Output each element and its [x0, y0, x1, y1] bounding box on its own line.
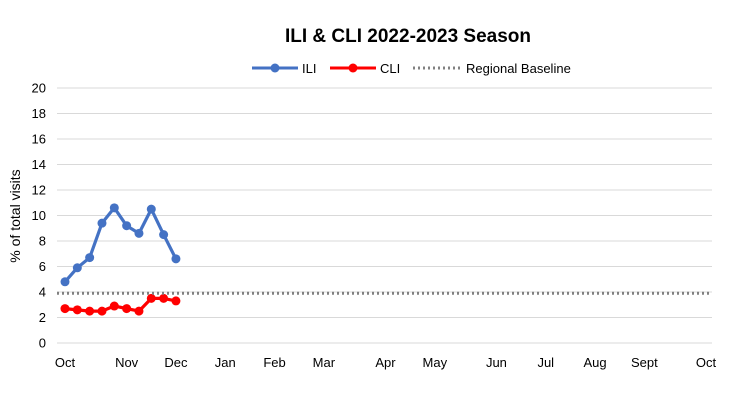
data-point-cli — [97, 306, 107, 316]
legend: ILI CLI Regional Baseline — [252, 61, 571, 76]
data-point-cli — [134, 306, 144, 316]
legend-marker-cli — [348, 63, 358, 73]
y-tick-label: 12 — [32, 183, 46, 198]
x-tick-label: Sept — [631, 355, 658, 370]
y-tick-label: 10 — [32, 208, 46, 223]
x-tick-label: Jul — [537, 355, 554, 370]
x-tick-label: Mar — [313, 355, 336, 370]
legend-item-cli: CLI — [330, 61, 400, 76]
x-tick-label: Oct — [55, 355, 76, 370]
y-tick-label: 2 — [39, 310, 46, 325]
data-point-ili — [97, 218, 107, 228]
data-point-ili — [122, 221, 132, 231]
data-point-ili — [159, 230, 169, 240]
y-tick-label: 8 — [39, 234, 46, 249]
y-axis-title: % of total visits — [7, 169, 23, 262]
data-point-ili — [146, 204, 156, 214]
data-point-cli — [60, 304, 70, 314]
data-point-cli — [72, 305, 82, 315]
x-tick-label: Oct — [696, 355, 717, 370]
x-tick-label: Nov — [115, 355, 139, 370]
data-point-cli — [109, 301, 119, 311]
data-point-ili — [60, 277, 70, 287]
series-line-cli — [64, 296, 177, 313]
x-tick-label: Aug — [583, 355, 606, 370]
data-point-cli — [85, 306, 95, 316]
x-tick-label: Jun — [486, 355, 507, 370]
legend-item-ili: ILI — [252, 61, 316, 76]
y-tick-labels: 0 2 4 6 8 10 12 14 16 18 20 — [32, 81, 46, 351]
x-tick-label: Apr — [375, 355, 396, 370]
data-point-cli — [122, 304, 132, 314]
chart-title: ILI & CLI 2022-2023 Season — [285, 26, 531, 47]
y-tick-label: 14 — [32, 157, 46, 172]
legend-label-ili: ILI — [302, 61, 316, 76]
data-point-ili — [85, 253, 95, 263]
x-tick-labels: Oct Nov Dec Jan Feb Mar Apr May Jun Jul Aug Sept Oct — [55, 355, 717, 370]
legend-label-cli: CLI — [380, 61, 400, 76]
x-tick-label: Feb — [263, 355, 285, 370]
legend-item-regional-baseline: Regional Baseline — [413, 61, 571, 76]
y-tick-label: 0 — [39, 336, 46, 351]
x-tick-label: May — [423, 355, 448, 370]
y-tick-label: 20 — [32, 81, 46, 96]
legend-label-regional-baseline: Regional Baseline — [466, 61, 571, 76]
x-tick-label: Dec — [164, 355, 188, 370]
data-point-cli — [171, 296, 181, 306]
data-point-cli — [146, 293, 156, 303]
data-point-ili — [134, 228, 144, 238]
y-tick-label: 16 — [32, 132, 46, 147]
data-point-ili — [171, 254, 181, 264]
data-point-ili — [109, 203, 119, 213]
series-line-ili — [63, 206, 178, 283]
series-layer — [57, 203, 712, 316]
y-tick-label: 18 — [32, 106, 46, 121]
y-tick-label: 6 — [39, 259, 46, 274]
y-tick-label: 4 — [39, 285, 46, 300]
data-point-cli — [159, 293, 169, 303]
legend-marker-ili — [270, 63, 280, 73]
data-point-ili — [72, 263, 82, 273]
x-tick-label: Jan — [215, 355, 236, 370]
